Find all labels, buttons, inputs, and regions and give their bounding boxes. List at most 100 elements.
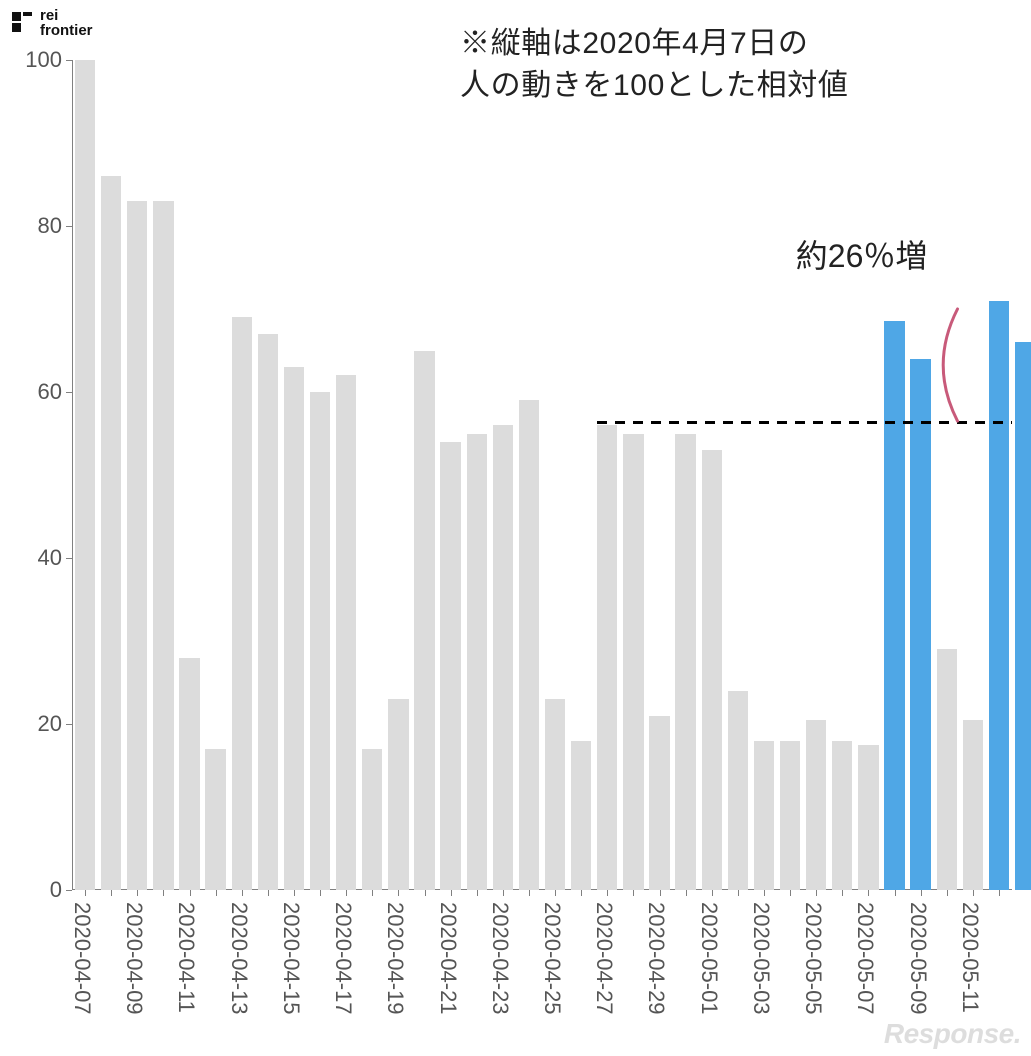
x-tick-label: 2020-05-03 (748, 902, 774, 1015)
increase-annotation: 約26％増 (796, 231, 928, 277)
y-tick-label: 100 (17, 47, 62, 73)
brand-logo-mark (12, 12, 34, 34)
x-tick (346, 890, 347, 896)
y-tick (66, 392, 72, 393)
y-tick (66, 226, 72, 227)
x-tick-label: 2020-04-17 (330, 902, 356, 1015)
x-tick (503, 890, 504, 896)
x-tick (111, 890, 112, 896)
bar (493, 425, 513, 890)
x-tick-label: 2020-05-01 (696, 902, 722, 1015)
x-tick (999, 890, 1000, 896)
bar (388, 699, 408, 890)
bar (414, 351, 434, 891)
x-tick-label: 2020-04-29 (643, 902, 669, 1015)
bar (440, 442, 460, 890)
bar (519, 400, 539, 890)
bar (937, 649, 957, 890)
bar (179, 658, 199, 890)
x-tick (764, 890, 765, 896)
y-tick-label: 0 (17, 877, 62, 903)
bar (571, 741, 591, 890)
x-tick-label: 2020-04-23 (487, 902, 513, 1015)
y-axis-line (72, 60, 73, 890)
bar (806, 720, 826, 890)
x-tick (633, 890, 634, 896)
bar (649, 716, 669, 890)
bar (284, 367, 304, 890)
y-tick-label: 80 (17, 213, 62, 239)
bar (258, 334, 278, 890)
x-tick (85, 890, 86, 896)
x-tick-label: 2020-05-07 (852, 902, 878, 1015)
x-tick-label: 2020-04-19 (382, 902, 408, 1015)
x-tick (163, 890, 164, 896)
bar (310, 392, 330, 890)
x-tick (738, 890, 739, 896)
brand-logo-text-line2: frontier (40, 23, 93, 38)
bar (989, 301, 1009, 890)
x-tick (137, 890, 138, 896)
y-tick-label: 60 (17, 379, 62, 405)
brand-logo-text-line1: rei (40, 8, 93, 23)
x-tick (294, 890, 295, 896)
reference-line (597, 421, 1012, 424)
x-tick (581, 890, 582, 896)
bar (832, 741, 852, 890)
x-tick (477, 890, 478, 896)
x-tick (973, 890, 974, 896)
x-tick-label: 2020-04-07 (69, 902, 95, 1015)
x-tick-label: 2020-05-05 (800, 902, 826, 1015)
bar (205, 749, 225, 890)
bar (858, 745, 878, 890)
chart-note-line1: ※縦軸は2020年4月7日の (460, 18, 809, 62)
y-tick (66, 890, 72, 891)
x-tick-label: 2020-05-09 (905, 902, 931, 1015)
bar (780, 741, 800, 890)
bar (884, 321, 904, 890)
bar (362, 749, 382, 890)
x-tick (895, 890, 896, 896)
bar (675, 434, 695, 891)
bar (232, 317, 252, 890)
x-tick (712, 890, 713, 896)
x-tick-label: 2020-04-13 (226, 902, 252, 1015)
x-tick (425, 890, 426, 896)
x-tick-label: 2020-04-25 (539, 902, 565, 1015)
x-tick (372, 890, 373, 896)
bar (754, 741, 774, 890)
brand-logo-text: rei frontier (40, 8, 93, 38)
x-tick (660, 890, 661, 896)
x-tick (947, 890, 948, 896)
y-tick (66, 60, 72, 61)
y-tick-label: 40 (17, 545, 62, 571)
x-tick (216, 890, 217, 896)
bar (728, 691, 748, 890)
x-tick-label: 2020-04-27 (591, 902, 617, 1015)
y-tick (66, 724, 72, 725)
bar (153, 201, 173, 890)
bar-chart: 0204060801002020-04-072020-04-092020-04-… (72, 60, 1012, 890)
bar (702, 450, 722, 890)
x-tick-label: 2020-04-21 (435, 902, 461, 1015)
x-tick (790, 890, 791, 896)
x-tick (451, 890, 452, 896)
x-tick (686, 890, 687, 896)
x-tick (555, 890, 556, 896)
x-tick (320, 890, 321, 896)
x-tick (242, 890, 243, 896)
x-tick-label: 2020-04-11 (173, 902, 199, 1013)
bar (336, 375, 356, 890)
x-tick (816, 890, 817, 896)
x-tick (607, 890, 608, 896)
bar (910, 359, 930, 890)
bar (1015, 342, 1031, 890)
bar (963, 720, 983, 890)
x-tick (921, 890, 922, 896)
bar (545, 699, 565, 890)
x-tick (529, 890, 530, 896)
bar (623, 434, 643, 891)
x-tick (268, 890, 269, 896)
y-tick (66, 558, 72, 559)
bar (101, 176, 121, 890)
